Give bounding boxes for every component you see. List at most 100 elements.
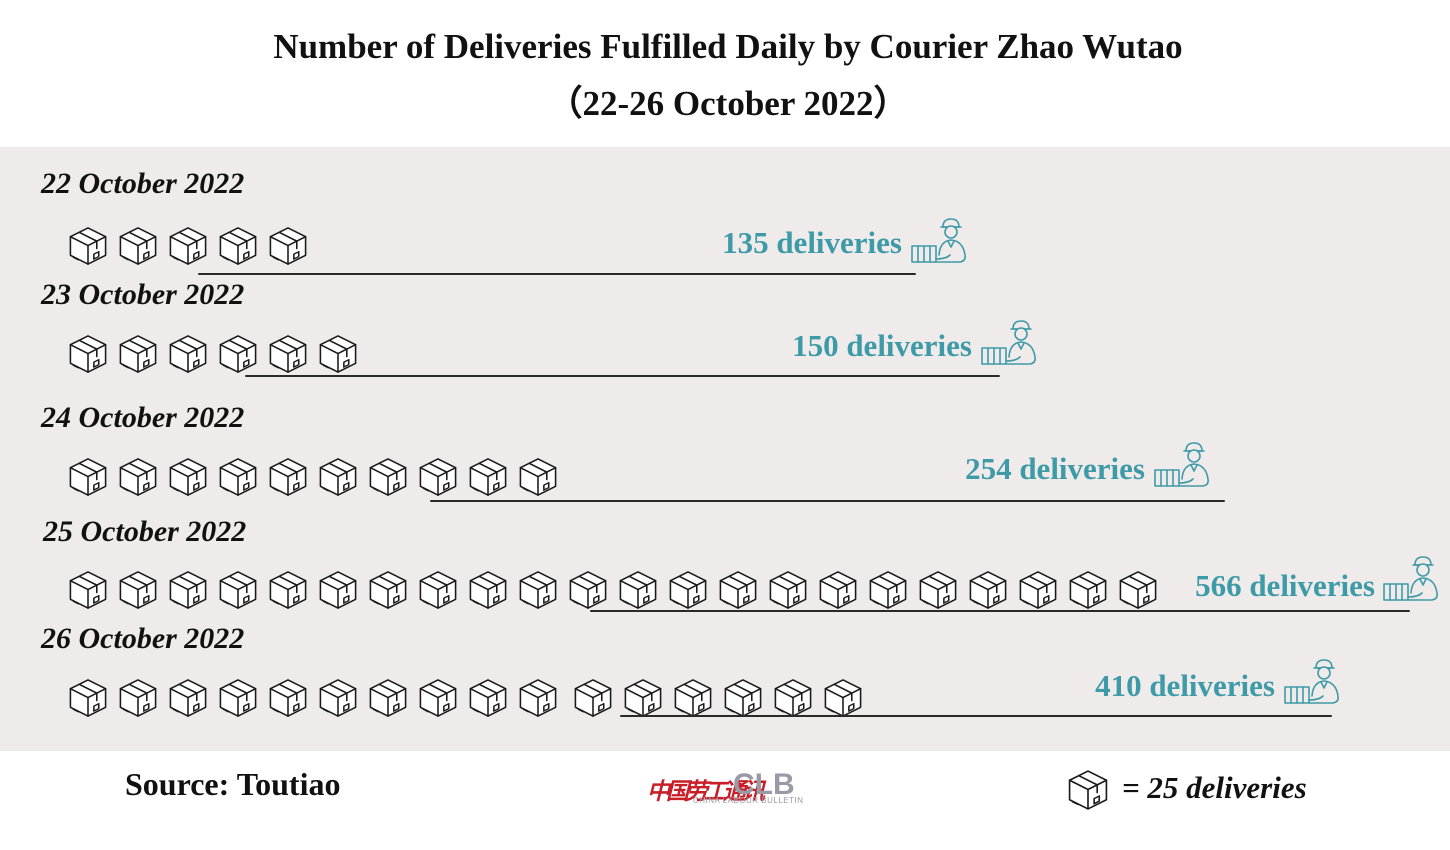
- row-value-label: 150 deliveries: [792, 328, 972, 363]
- chart-title: Number of Deliveries Fulfilled Daily by …: [0, 18, 1450, 132]
- package-box-icon: [119, 227, 157, 265]
- package-box-icon: [119, 571, 157, 609]
- package-box-icon: [919, 571, 957, 609]
- package-box-icon: [219, 458, 257, 496]
- row-baseline: [590, 610, 1410, 612]
- package-box-icon: [69, 679, 107, 717]
- courier-icon: [1283, 656, 1343, 716]
- row-icons: [67, 677, 1167, 721]
- package-box-icon: [219, 227, 257, 265]
- package-box-icon: [269, 679, 307, 717]
- row-date: 25 October 2022: [43, 515, 247, 548]
- package-box-icon: [269, 335, 307, 373]
- package-box-icon: [1119, 571, 1157, 609]
- package-box-icon: [419, 571, 457, 609]
- row-value-label: 410 deliveries: [1095, 668, 1275, 703]
- row-baseline: [245, 375, 1000, 377]
- title-line-1: Number of Deliveries Fulfilled Daily by …: [273, 27, 1183, 66]
- package-box-icon: [219, 679, 257, 717]
- package-box-icon: [369, 679, 407, 717]
- courier-icon: [1382, 553, 1442, 613]
- courier-carrying-box-icon: [981, 320, 1036, 365]
- package-box-icon: [774, 679, 812, 717]
- package-box-icon: [1069, 571, 1107, 609]
- row-baseline: [430, 500, 1225, 502]
- package-box-icon: [169, 227, 207, 265]
- package-box-icon: [1068, 770, 1108, 810]
- package-box-icon: [819, 571, 857, 609]
- row-value-label: 566 deliveries: [1195, 568, 1375, 603]
- row-date: 23 October 2022: [41, 278, 245, 311]
- row-icons: [67, 569, 1167, 613]
- package-box-icon: [319, 458, 357, 496]
- package-box-icon: [319, 335, 357, 373]
- logo-subtitle: CHINA LABOUR BULLETIN: [693, 796, 804, 805]
- package-box-icon: [319, 571, 357, 609]
- chart-panel: 22 October 2022 135 deliveries 23 Octobe…: [0, 147, 1450, 751]
- courier-carrying-box-icon: [1284, 659, 1339, 704]
- package-box-icon: [169, 458, 207, 496]
- row-date: 22 October 2022: [41, 167, 245, 200]
- legend-text: = 25 deliveries: [1122, 770, 1307, 805]
- package-box-icon: [724, 679, 762, 717]
- package-box-icon: [119, 679, 157, 717]
- row-date: 26 October 2022: [41, 622, 245, 655]
- chart-row: 26 October 2022 410 deliveries: [0, 622, 1450, 732]
- chart-row: 24 October 2022 254 deliveries: [0, 401, 1450, 511]
- package-box-icon: [569, 571, 607, 609]
- package-box-icon: [469, 458, 507, 496]
- chart-row: 22 October 2022 135 deliveries: [0, 167, 1450, 277]
- package-box-icon: [419, 458, 457, 496]
- package-box-icon: [574, 679, 612, 717]
- clb-logo: 中国劳工通讯 CLB CHINA LABOUR BULLETIN: [647, 768, 803, 810]
- package-box-icon: [674, 679, 712, 717]
- row-date: 24 October 2022: [41, 401, 245, 434]
- package-box-icon: [169, 679, 207, 717]
- package-box-icon: [624, 679, 662, 717]
- package-box-icon: [269, 571, 307, 609]
- package-box-icon: [119, 458, 157, 496]
- package-box-icon: [824, 679, 862, 717]
- row-icons: [67, 225, 1167, 269]
- package-box-icon: [519, 679, 557, 717]
- title-line-2: （22-26 October 2022）: [547, 84, 909, 123]
- package-box-icon: [69, 571, 107, 609]
- package-box-icon: [69, 227, 107, 265]
- source-note: Source: Toutiao: [125, 766, 341, 802]
- package-box-icon: [69, 335, 107, 373]
- courier-icon: [980, 317, 1040, 377]
- package-box-icon: [969, 571, 1007, 609]
- courier-icon: [910, 215, 970, 275]
- package-box-icon: [469, 679, 507, 717]
- row-icons: [67, 333, 1167, 377]
- row-baseline: [198, 273, 916, 275]
- chart-row: 23 October 2022 150 deliveries: [0, 278, 1450, 388]
- chart-row: 25 October 2022 566 deliveries: [0, 515, 1450, 625]
- package-box-icon: [619, 571, 657, 609]
- package-box-icon: [1019, 571, 1057, 609]
- package-box-icon: [269, 458, 307, 496]
- package-box-icon: [369, 458, 407, 496]
- package-box-icon: [869, 571, 907, 609]
- package-box-icon: [669, 571, 707, 609]
- package-box-icon: [169, 335, 207, 373]
- package-box-icon: [219, 571, 257, 609]
- package-box-icon: [69, 458, 107, 496]
- package-box-icon: [219, 335, 257, 373]
- package-box-icon: [519, 458, 557, 496]
- courier-carrying-box-icon: [1154, 442, 1209, 487]
- package-box-icon: [469, 571, 507, 609]
- logo-clb-text: CLB: [733, 768, 795, 801]
- package-box-icon: [169, 571, 207, 609]
- courier-icon: [1153, 439, 1213, 499]
- package-box-icon: [769, 571, 807, 609]
- row-baseline: [620, 715, 1332, 717]
- package-box-icon: [419, 679, 457, 717]
- package-box-icon: [519, 571, 557, 609]
- package-box-icon: [719, 571, 757, 609]
- courier-carrying-box-icon: [1383, 556, 1438, 601]
- package-box-icon: [369, 571, 407, 609]
- row-icons: [67, 456, 1167, 500]
- package-box-icon: [269, 227, 307, 265]
- logo-chinese-text: 中国劳工通讯: [647, 779, 765, 805]
